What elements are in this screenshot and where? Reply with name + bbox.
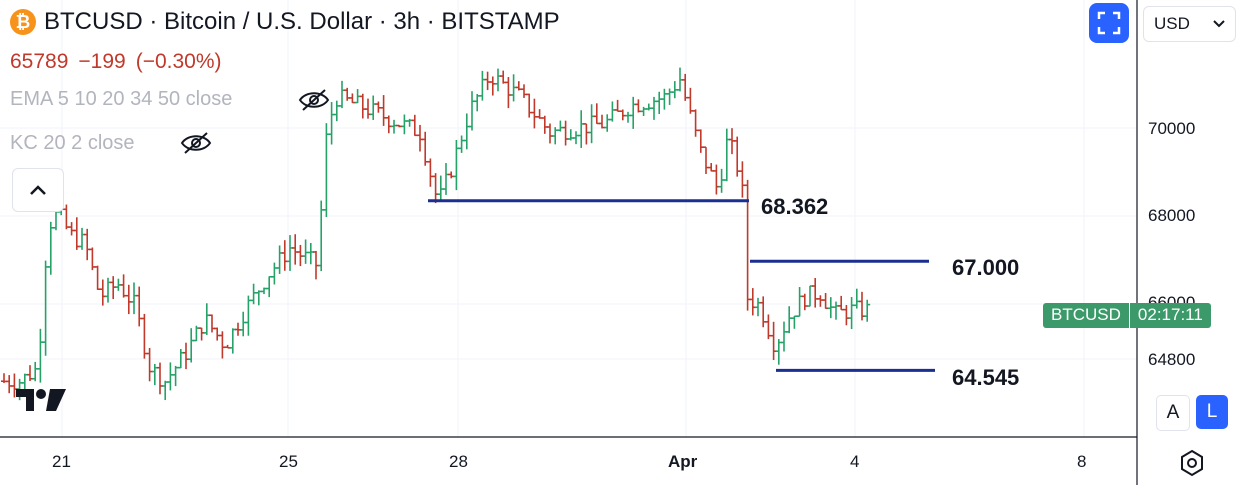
level-label: 64.545: [952, 365, 1020, 390]
time-axis-label: Apr: [668, 452, 698, 471]
price-axis-label: 64800: [1148, 350, 1196, 369]
time-axis-label: 25: [279, 452, 298, 471]
chevron-down-icon: [1213, 20, 1225, 28]
eye-hidden-icon[interactable]: [180, 131, 212, 155]
price-axis-label: 68000: [1148, 206, 1196, 225]
currency-select[interactable]: USD: [1143, 6, 1236, 42]
price-change: −199: [78, 50, 126, 73]
badge-ticker: BTCUSD: [1043, 303, 1129, 328]
indicator-ema-label: EMA 5 10 20 34 50 close: [10, 88, 233, 110]
last-price: 65789: [10, 50, 69, 73]
level-label: 68.362: [761, 194, 829, 219]
price-change-pct: (−0.30%): [135, 50, 222, 73]
price-badge: BTCUSD 02:17:11: [1043, 303, 1211, 328]
tradingview-logo: [16, 389, 66, 411]
symbol-legend: ₿ BTCUSD · Bitcoin / U.S. Dollar · 3h · …: [10, 8, 560, 36]
currency-value: USD: [1154, 14, 1190, 33]
time-axis-label: 28: [449, 452, 468, 471]
time-axis-label: 4: [850, 452, 860, 471]
badge-countdown: 02:17:11: [1128, 303, 1211, 328]
auto-scale-button[interactable]: A: [1156, 395, 1190, 431]
indicator-kc[interactable]: KC 20 2 close: [10, 132, 135, 155]
eye-hidden-icon[interactable]: [298, 88, 330, 112]
price-readout: 65789 −199 (−0.30%): [10, 50, 222, 74]
chevron-up-icon: [30, 185, 46, 195]
indicator-kc-label: KC 20 2 close: [10, 132, 135, 154]
bitcoin-icon: ₿: [10, 9, 36, 35]
symbol-title: BTCUSD · Bitcoin / U.S. Dollar · 3h · BI…: [44, 8, 560, 35]
fullscreen-icon: [1097, 11, 1121, 35]
time-axis-label: 21: [52, 452, 71, 471]
level-label: 67.000: [952, 255, 1020, 280]
indicator-ema[interactable]: EMA 5 10 20 34 50 close: [10, 88, 232, 111]
time-axis-label: 8: [1077, 452, 1087, 471]
settings-icon[interactable]: [1178, 449, 1206, 477]
price-axis-label: 70000: [1148, 119, 1196, 138]
log-scale-button[interactable]: L: [1196, 395, 1228, 429]
collapse-legend-button[interactable]: [12, 168, 64, 212]
fullscreen-button[interactable]: [1089, 3, 1129, 43]
